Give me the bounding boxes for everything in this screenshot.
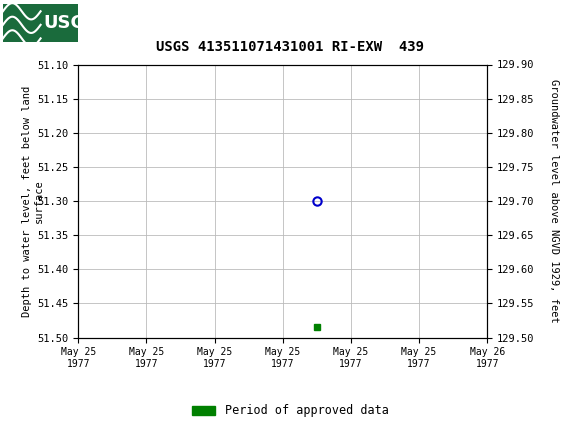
Y-axis label: Groundwater level above NGVD 1929, feet: Groundwater level above NGVD 1929, feet — [549, 79, 559, 323]
Text: USGS 413511071431001 RI-EXW  439: USGS 413511071431001 RI-EXW 439 — [156, 40, 424, 54]
Legend: Period of approved data: Period of approved data — [187, 399, 393, 422]
Y-axis label: Depth to water level, feet below land
surface: Depth to water level, feet below land su… — [23, 86, 44, 316]
Text: USGS: USGS — [44, 14, 99, 31]
FancyBboxPatch shape — [3, 3, 78, 42]
